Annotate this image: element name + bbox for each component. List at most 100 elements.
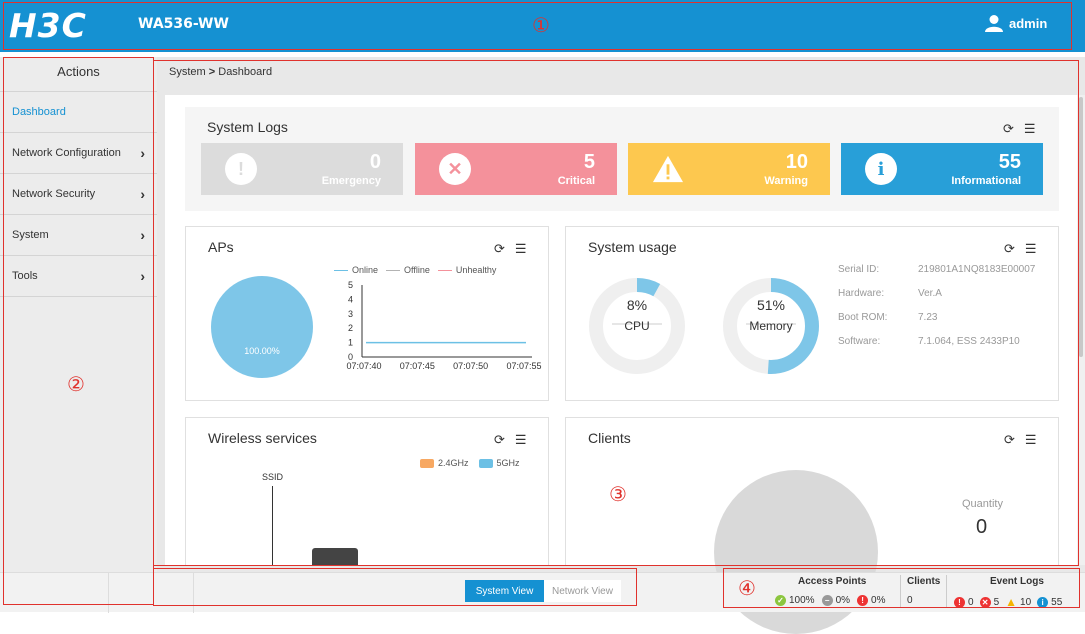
log-count-emergency: 0: [369, 151, 381, 173]
chevron-right-icon: ›: [140, 227, 145, 243]
cpu-value: 8%: [626, 297, 648, 313]
memory-label: Memory: [749, 319, 793, 333]
clients-footer-value: 0: [907, 595, 913, 606]
sidebar-item-tools[interactable]: Tools ›: [0, 256, 157, 297]
sidebar-item-system[interactable]: System ›: [0, 215, 157, 256]
username: admin: [1009, 15, 1048, 31]
alert-icon: !: [857, 595, 869, 606]
legend-online-label: Online: [352, 265, 379, 275]
log-tile-warning[interactable]: 10 Warning: [628, 143, 830, 195]
ap-status-values: ✓ 100% −0% ! 0%: [775, 595, 885, 606]
log-label-emergency: Emergency: [321, 175, 381, 187]
list-icon[interactable]: ☰: [514, 241, 527, 256]
legend-2-4ghz-label: 2.4GHz: [438, 458, 469, 468]
sidebar-item-label: Dashboard: [12, 106, 66, 118]
log-count-warning: 10: [785, 151, 808, 173]
system-logs-tools: ⟳ ☰: [1003, 121, 1036, 137]
user-menu[interactable]: admin: [985, 14, 1047, 32]
y-tick-label: 1: [348, 338, 353, 348]
annotation-box-3: [153, 60, 1079, 566]
wireless-tools: ⟳ ☰: [494, 432, 527, 448]
system-logs-title: System Logs: [207, 119, 288, 135]
log-tile-informational[interactable]: i 55 Informational: [841, 143, 1043, 195]
emergency-icon: !: [954, 596, 965, 608]
ap-fault-pct: 0%: [871, 595, 886, 606]
scrollbar-thumb[interactable]: [1079, 97, 1083, 357]
scrollbar[interactable]: [1077, 95, 1085, 565]
bootrom-value: 7.23: [918, 312, 938, 323]
footer-divider: [193, 573, 194, 613]
list-icon[interactable]: ☰: [1024, 432, 1037, 447]
list-icon[interactable]: ☰: [514, 432, 527, 447]
aps-tools: ⟳ ☰: [494, 241, 527, 257]
memory-value: 51%: [756, 297, 786, 313]
access-points-title: Access Points: [798, 576, 867, 587]
annotation-box-footer-left: [153, 568, 637, 606]
system-usage-tools: ⟳ ☰: [1004, 241, 1037, 257]
system-logs-panel: System Logs ⟳ ☰ ! 0 Emergency ✕ 5 Critica…: [185, 107, 1059, 211]
sidebar-item-dashboard[interactable]: Dashboard: [0, 92, 157, 133]
log-count-critical: 5: [583, 151, 595, 173]
aps-pie: 100.00%: [211, 276, 313, 378]
refresh-icon[interactable]: ⟳: [1003, 121, 1014, 136]
memory-usage-arc: [723, 278, 819, 374]
log-label-warning: Warning: [764, 175, 808, 187]
sidebar-title: Actions: [0, 57, 157, 92]
check-icon: ✓: [775, 595, 786, 606]
ap-offline-pct: 0%: [835, 595, 851, 606]
legend-5ghz: 5GHz: [478, 458, 520, 469]
aps-legend: Online Offline Unhealthy: [334, 265, 496, 275]
sidebar: Actions Dashboard Network Configuration ›…: [0, 57, 157, 572]
info-icon: i: [865, 153, 897, 185]
breadcrumb-separator: >: [208, 66, 216, 78]
list-icon[interactable]: ☰: [1024, 241, 1037, 256]
system-usage-panel: System usage ⟳ ☰ 8% CPU 51% Memory Serial…: [565, 226, 1059, 401]
breadcrumb-root[interactable]: System: [169, 66, 206, 78]
marker-2: ②: [67, 372, 85, 396]
legend-online: Online: [334, 265, 378, 275]
log-count-informational: 55: [998, 151, 1021, 173]
legend-2-4ghz: 2.4GHz: [420, 458, 469, 469]
log-tile-emergency[interactable]: ! 0 Emergency: [201, 143, 403, 195]
software-value: 7.1.064, ESS 2433P10: [918, 336, 1020, 347]
ap-online-pct: 100%: [789, 595, 815, 606]
marker-1: ①: [532, 13, 550, 37]
h3c-logo: H3C: [9, 6, 87, 45]
quantity-value: 0: [976, 516, 988, 538]
legend-unhealthy-label: Unhealthy: [455, 265, 497, 275]
refresh-icon[interactable]: ⟳: [494, 432, 505, 447]
refresh-icon[interactable]: ⟳: [1004, 241, 1015, 256]
network-view-button[interactable]: Network View: [544, 580, 621, 602]
x-tick-label: 07:07:55: [506, 361, 541, 371]
footer-divider: [900, 575, 901, 607]
info-icon: i: [1037, 596, 1049, 608]
sidebar-item-network-configuration[interactable]: Network Configuration ›: [0, 133, 157, 174]
system-usage-title: System usage: [588, 239, 677, 255]
x-tick-label: 07:07:45: [400, 361, 435, 371]
software-label: Software:: [838, 336, 881, 347]
refresh-icon[interactable]: ⟳: [494, 241, 505, 256]
wireless-services-panel: Wireless services ⟳ ☰ 2.4GHz 5GHz SSID: [185, 417, 549, 566]
bootrom-label: Boot ROM:: [838, 312, 888, 323]
pie-label: 100.00%: [244, 346, 280, 356]
annotation-box-1: [3, 2, 1072, 50]
product-name: WA536-WW: [138, 16, 229, 32]
serial-value: 219801A1NQ8183E00007: [918, 264, 1036, 275]
x-tick-label: 07:07:40: [346, 361, 381, 371]
hardware-label: Hardware:: [838, 288, 885, 299]
log-tile-critical[interactable]: ✕ 5 Critical: [415, 143, 617, 195]
x-tick-label: 07:07:50: [453, 361, 488, 371]
sidebar-item-label: Network Security: [12, 188, 96, 200]
quantity-label: Quantity: [962, 498, 1003, 510]
sidebar-item-network-security[interactable]: Network Security ›: [0, 174, 157, 215]
refresh-icon[interactable]: ⟳: [1004, 432, 1015, 447]
cpu-label: CPU: [624, 319, 650, 333]
log-label-informational: Informational: [951, 175, 1021, 187]
exclamation-icon: !: [225, 153, 257, 185]
marker-4: ④: [738, 576, 756, 600]
list-icon[interactable]: ☰: [1023, 121, 1036, 136]
legend-5ghz-label: 5GHz: [496, 458, 520, 468]
y-tick-label: 5: [348, 280, 353, 290]
system-view-button[interactable]: System View: [465, 580, 544, 602]
wireless-legend: 2.4GHz 5GHz: [420, 458, 520, 469]
